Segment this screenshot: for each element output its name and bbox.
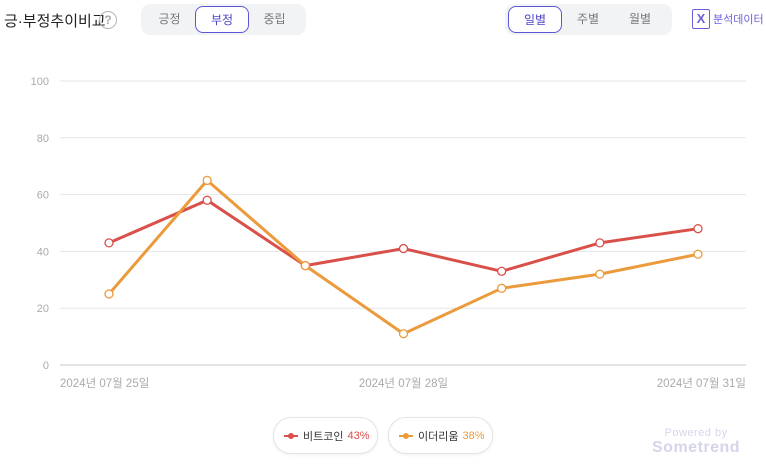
powered-by-text: Powered by bbox=[664, 427, 728, 439]
excel-icon: X bbox=[692, 9, 710, 29]
y-tick-label: 20 bbox=[37, 303, 49, 315]
series-line-0 bbox=[107, 198, 700, 273]
data-point bbox=[595, 238, 605, 248]
line-chart: 0 20 40 60 80 100 2024년 07월 25일 2024년 07월 28일 20… bbox=[31, 76, 746, 390]
tab-positive[interactable]: 긍정 bbox=[158, 12, 181, 26]
data-point bbox=[398, 243, 409, 254]
legend-percent: 43% bbox=[347, 429, 370, 442]
tab-weekly[interactable]: 주별 bbox=[576, 12, 600, 26]
y-tick-label: 100 bbox=[31, 76, 49, 88]
data-point bbox=[595, 269, 605, 279]
data-point bbox=[497, 266, 507, 276]
legend-marker-bitcoin bbox=[284, 432, 298, 440]
sentiment-tab-group: 긍정 부정 중립 bbox=[141, 4, 306, 35]
x-tick-label: 2024년 07월 31일 bbox=[657, 376, 746, 390]
data-point bbox=[300, 260, 310, 271]
tab-monthly[interactable]: 월별 bbox=[628, 12, 652, 26]
data-point bbox=[202, 175, 212, 186]
export-data-button[interactable]: X 분석데이터 bbox=[692, 9, 764, 29]
brand-logo: Sometrend bbox=[652, 439, 741, 456]
export-label: 분석데이터 bbox=[713, 14, 764, 26]
legend-item-bitcoin[interactable]: 비트코인 43% bbox=[273, 417, 378, 454]
help-icon[interactable]: ? bbox=[99, 11, 117, 29]
data-point bbox=[398, 329, 409, 339]
legend-item-ethereum[interactable]: 이더리움 38% bbox=[388, 417, 493, 454]
data-point bbox=[202, 195, 212, 205]
y-tick-label: 40 bbox=[37, 246, 49, 258]
page-title: 긍·부정추이비교 bbox=[4, 13, 106, 30]
data-point bbox=[693, 249, 703, 259]
tab-neutral[interactable]: 중립 bbox=[263, 12, 286, 26]
tab-daily[interactable]: 일별 bbox=[508, 6, 562, 33]
powered-by-logo: Powered by Sometrend bbox=[652, 427, 740, 457]
period-tab-group: 일별 주별 월별 bbox=[505, 4, 672, 35]
legend-marker-ethereum bbox=[399, 432, 413, 440]
data-point bbox=[104, 238, 114, 248]
y-tick-label: 80 bbox=[37, 133, 49, 145]
legend-percent: 38% bbox=[462, 429, 485, 442]
data-point bbox=[104, 289, 114, 299]
legend-label: 비트코인 bbox=[303, 430, 344, 443]
data-point bbox=[693, 224, 703, 234]
x-tick-label: 2024년 07월 28일 bbox=[359, 376, 448, 390]
y-tick-label: 0 bbox=[43, 360, 49, 372]
data-point bbox=[497, 283, 507, 293]
legend-label: 이더리움 bbox=[418, 430, 459, 443]
y-tick-label: 60 bbox=[37, 190, 49, 202]
x-tick-label: 2024년 07월 25일 bbox=[60, 376, 149, 390]
tab-negative[interactable]: 부정 bbox=[195, 6, 249, 33]
